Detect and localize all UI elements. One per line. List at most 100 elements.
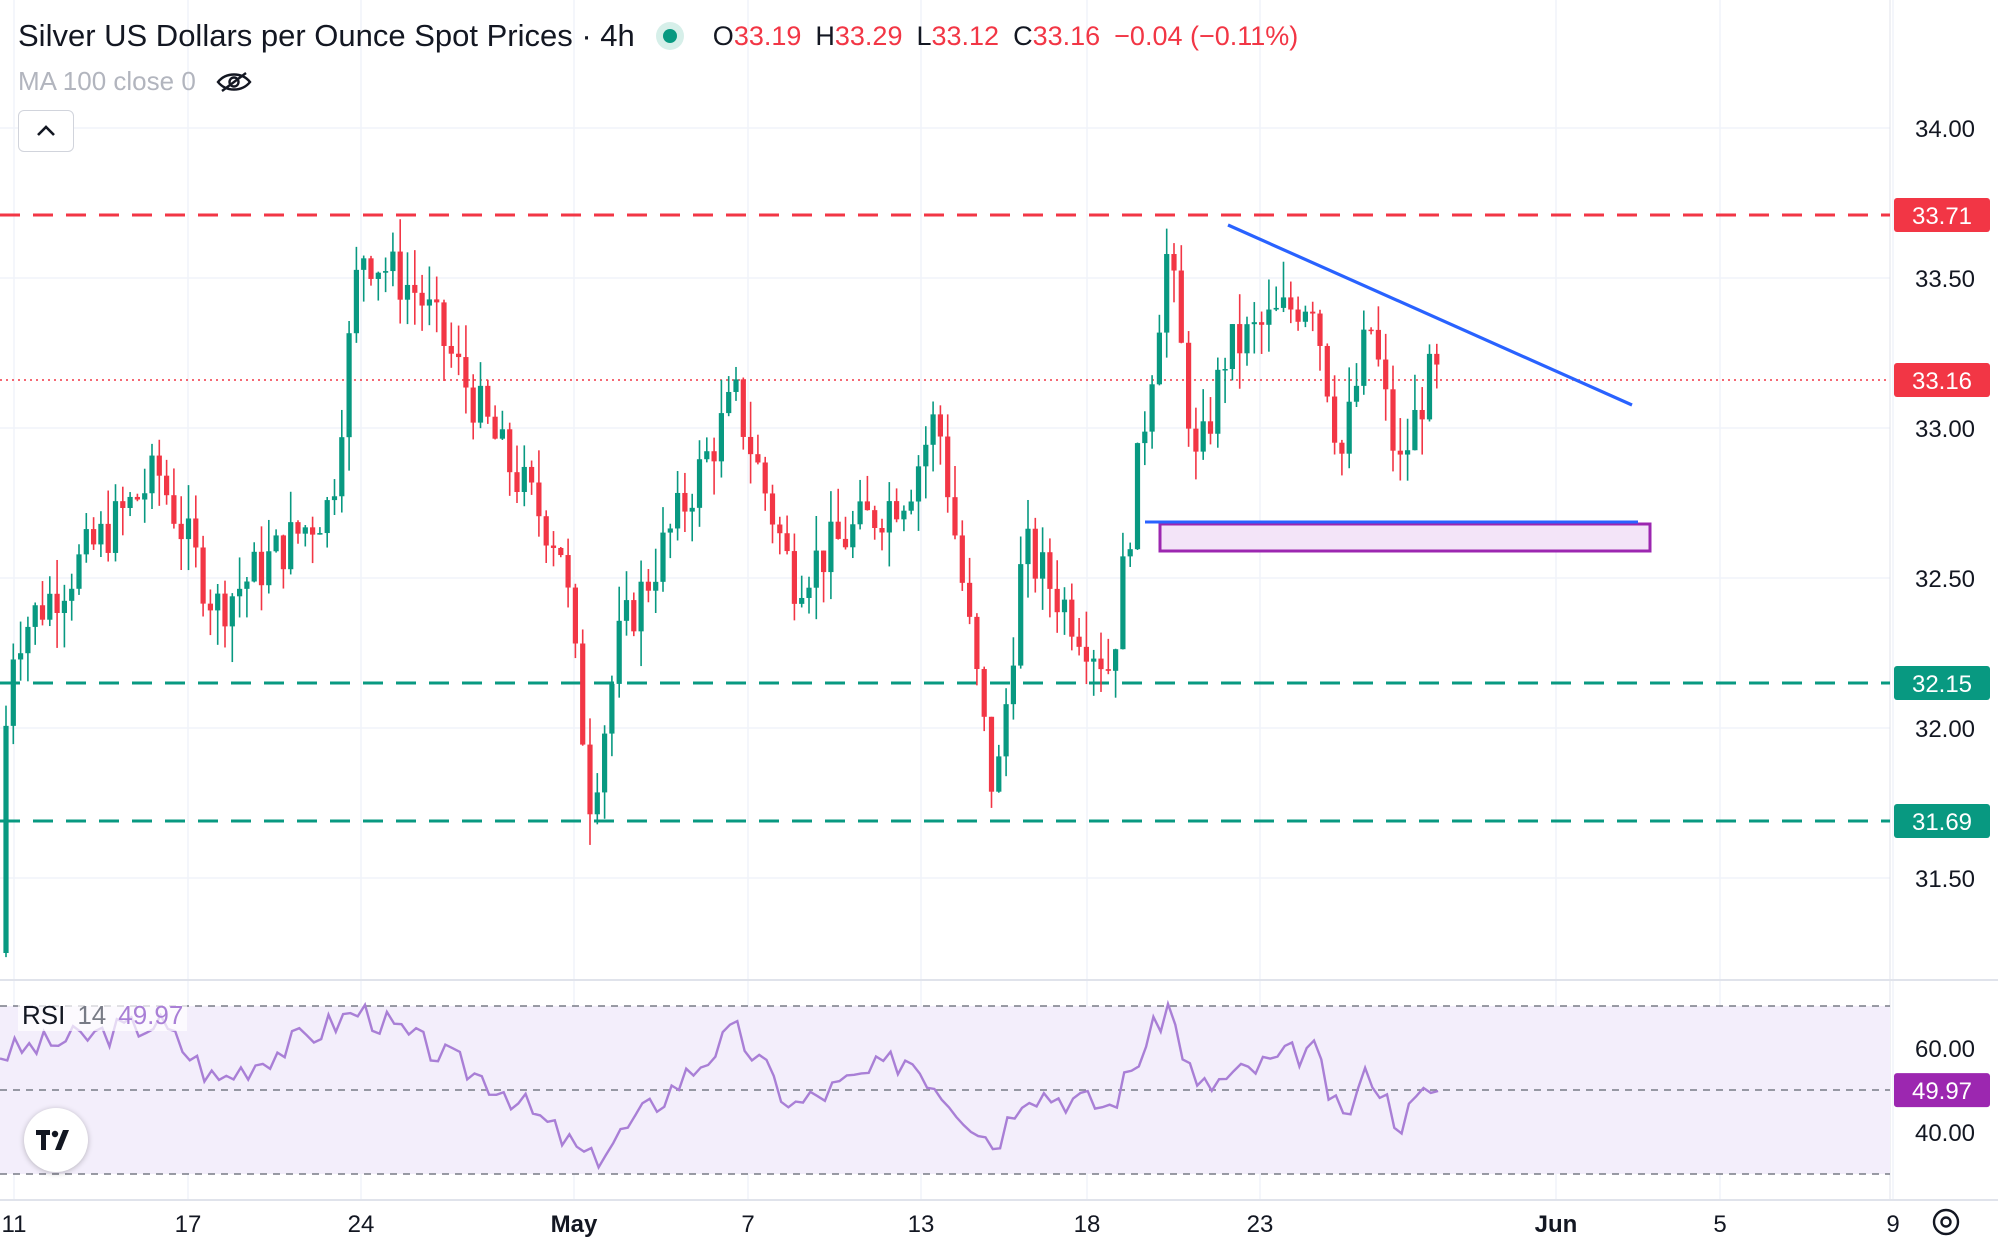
candle-body <box>441 302 447 346</box>
x-tick-label: 9 <box>1886 1211 1899 1238</box>
ma-indicator-legend[interactable]: MA 100 close 0 <box>18 66 252 97</box>
rsi-y-tick-label: 60.00 <box>1915 1036 1975 1063</box>
candle-body <box>295 522 301 534</box>
candle-body <box>69 588 75 601</box>
descending-trendline <box>1227 223 1633 407</box>
candle-body <box>594 792 600 815</box>
rsi-legend[interactable]: RSI 14 49.97 <box>18 1000 188 1031</box>
gear-inner <box>1940 1216 1952 1228</box>
last-price-badge: 33.16 <box>1912 368 1972 395</box>
candle-body <box>47 593 53 620</box>
candle-body <box>1244 324 1250 354</box>
candle-body <box>631 600 637 632</box>
candle-body <box>164 475 170 496</box>
candle-body <box>945 436 951 498</box>
trendline[interactable] <box>1227 223 1633 407</box>
x-tick-label: 18 <box>1074 1211 1101 1238</box>
change-value: −0.04 (−0.11%) <box>1114 20 1299 51</box>
eye-hidden-icon[interactable] <box>216 71 252 93</box>
candle-body <box>346 333 352 438</box>
rsi-period: 14 <box>77 1000 107 1030</box>
candle-body <box>879 527 885 533</box>
horizontal-levels[interactable] <box>0 213 1890 823</box>
collapse-legend-button[interactable] <box>18 110 74 152</box>
candle-body <box>1127 549 1133 557</box>
candle-body <box>448 345 454 354</box>
candle-body <box>1164 254 1170 333</box>
candle-body <box>587 744 593 815</box>
candle-body <box>937 414 943 437</box>
candle-body <box>492 416 498 439</box>
high-label: H <box>815 20 835 51</box>
candle-body <box>83 529 89 555</box>
candle-body <box>1156 332 1162 385</box>
candle-body <box>1149 384 1155 432</box>
candle-body <box>718 413 724 462</box>
y-tick-label: 32.50 <box>1915 566 1975 593</box>
chart-header: Silver US Dollars per Ounce Spot Prices … <box>18 14 1298 58</box>
grid <box>0 0 1998 1201</box>
candle-body <box>324 500 330 534</box>
candle-body <box>200 547 206 604</box>
close-value: 33.16 <box>1032 20 1101 51</box>
resistance-badge-bg <box>1894 198 1990 232</box>
candle-body <box>331 496 338 501</box>
candle-body <box>1098 658 1104 670</box>
candle-body <box>397 251 403 300</box>
x-tick-label: May <box>551 1211 598 1238</box>
candle-body <box>769 493 776 525</box>
candle-body <box>185 518 192 540</box>
candle-body <box>361 258 367 270</box>
candle-body <box>572 587 578 644</box>
candle-body <box>959 535 965 583</box>
candle-body <box>638 581 644 632</box>
candle-body <box>726 391 732 414</box>
candle-body <box>915 466 922 502</box>
candle-body <box>390 251 396 272</box>
candle-body <box>1302 311 1308 322</box>
candle-body <box>1193 428 1199 452</box>
candle-body <box>1142 431 1148 444</box>
candle-body <box>1237 324 1243 354</box>
candle-body <box>762 462 768 494</box>
candle-body <box>580 643 586 745</box>
candle-body <box>368 258 374 279</box>
candle-body <box>54 593 60 613</box>
candle-body <box>908 501 914 511</box>
candle-body <box>996 756 1002 792</box>
rsi-line <box>0 999 1439 1171</box>
candle-body <box>142 493 148 500</box>
candle-body <box>1134 443 1141 550</box>
candle-body <box>974 616 980 670</box>
candle-body <box>76 554 82 589</box>
candle-body <box>463 357 469 388</box>
candle-body <box>988 716 995 792</box>
candle-body <box>791 551 797 604</box>
candle-body <box>842 538 849 548</box>
candle-body <box>426 299 432 306</box>
candle-body <box>660 532 666 582</box>
candle-body <box>609 683 615 734</box>
tradingview-logo[interactable] <box>24 1108 88 1172</box>
candle-body <box>886 501 892 533</box>
candle-body <box>1346 401 1352 454</box>
low-label: L <box>916 20 932 51</box>
rsi-last-badge-bg <box>1894 1073 1990 1108</box>
candle-body <box>112 501 119 553</box>
rsi-name: RSI <box>22 1000 66 1030</box>
candle-body <box>193 518 199 548</box>
symbol-title[interactable]: Silver US Dollars per Ounce Spot Prices … <box>18 18 635 53</box>
settings-gear-icon[interactable] <box>1932 1208 1960 1236</box>
rsi-last-badge: 49.97 <box>1912 1078 1972 1105</box>
candle-body <box>273 535 279 552</box>
candle-body <box>171 495 177 524</box>
candle-body <box>543 516 549 546</box>
rsi-y-tick-label: 40.00 <box>1915 1120 1975 1147</box>
support-zone[interactable] <box>1145 520 1652 553</box>
candle-body <box>740 379 746 437</box>
candle-body <box>25 626 31 654</box>
candle-body <box>215 593 221 611</box>
x-tick-label: 17 <box>175 1211 202 1238</box>
x-tick-label: 5 <box>1713 1211 1726 1238</box>
